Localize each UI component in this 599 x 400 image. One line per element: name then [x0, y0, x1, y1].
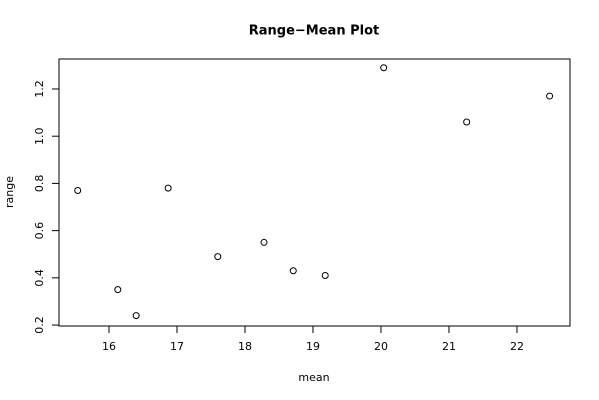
- point: [380, 64, 388, 72]
- x-tick-label: 17: [170, 340, 184, 353]
- x-axis-label: mean: [298, 371, 329, 384]
- x-tick-label: 21: [442, 340, 456, 353]
- point: [289, 267, 297, 275]
- x-tick-label: 16: [102, 340, 116, 353]
- point: [74, 186, 82, 194]
- chart-title: Range−Mean Plot: [249, 24, 380, 39]
- point: [321, 271, 329, 279]
- point: [214, 253, 222, 261]
- point: [260, 238, 268, 246]
- y-tick-label: 0.8: [33, 175, 46, 193]
- x-tick-label: 22: [510, 340, 524, 353]
- point: [546, 92, 554, 100]
- point: [164, 184, 172, 192]
- plot-frame: [58, 58, 571, 327]
- y-tick-label: 0.6: [33, 222, 46, 240]
- point: [463, 118, 471, 126]
- y-tick-label: 0.4: [33, 269, 46, 287]
- y-axis-label: range: [3, 176, 16, 208]
- x-tick-label: 18: [238, 340, 252, 353]
- y-tick-label: 1.2: [33, 80, 46, 98]
- y-tick-label: 1.0: [33, 127, 46, 145]
- x-tick-label: 20: [374, 340, 388, 353]
- point: [132, 312, 140, 320]
- x-tick-label: 19: [306, 340, 320, 353]
- y-tick-label: 0.2: [33, 316, 46, 334]
- point: [114, 286, 122, 294]
